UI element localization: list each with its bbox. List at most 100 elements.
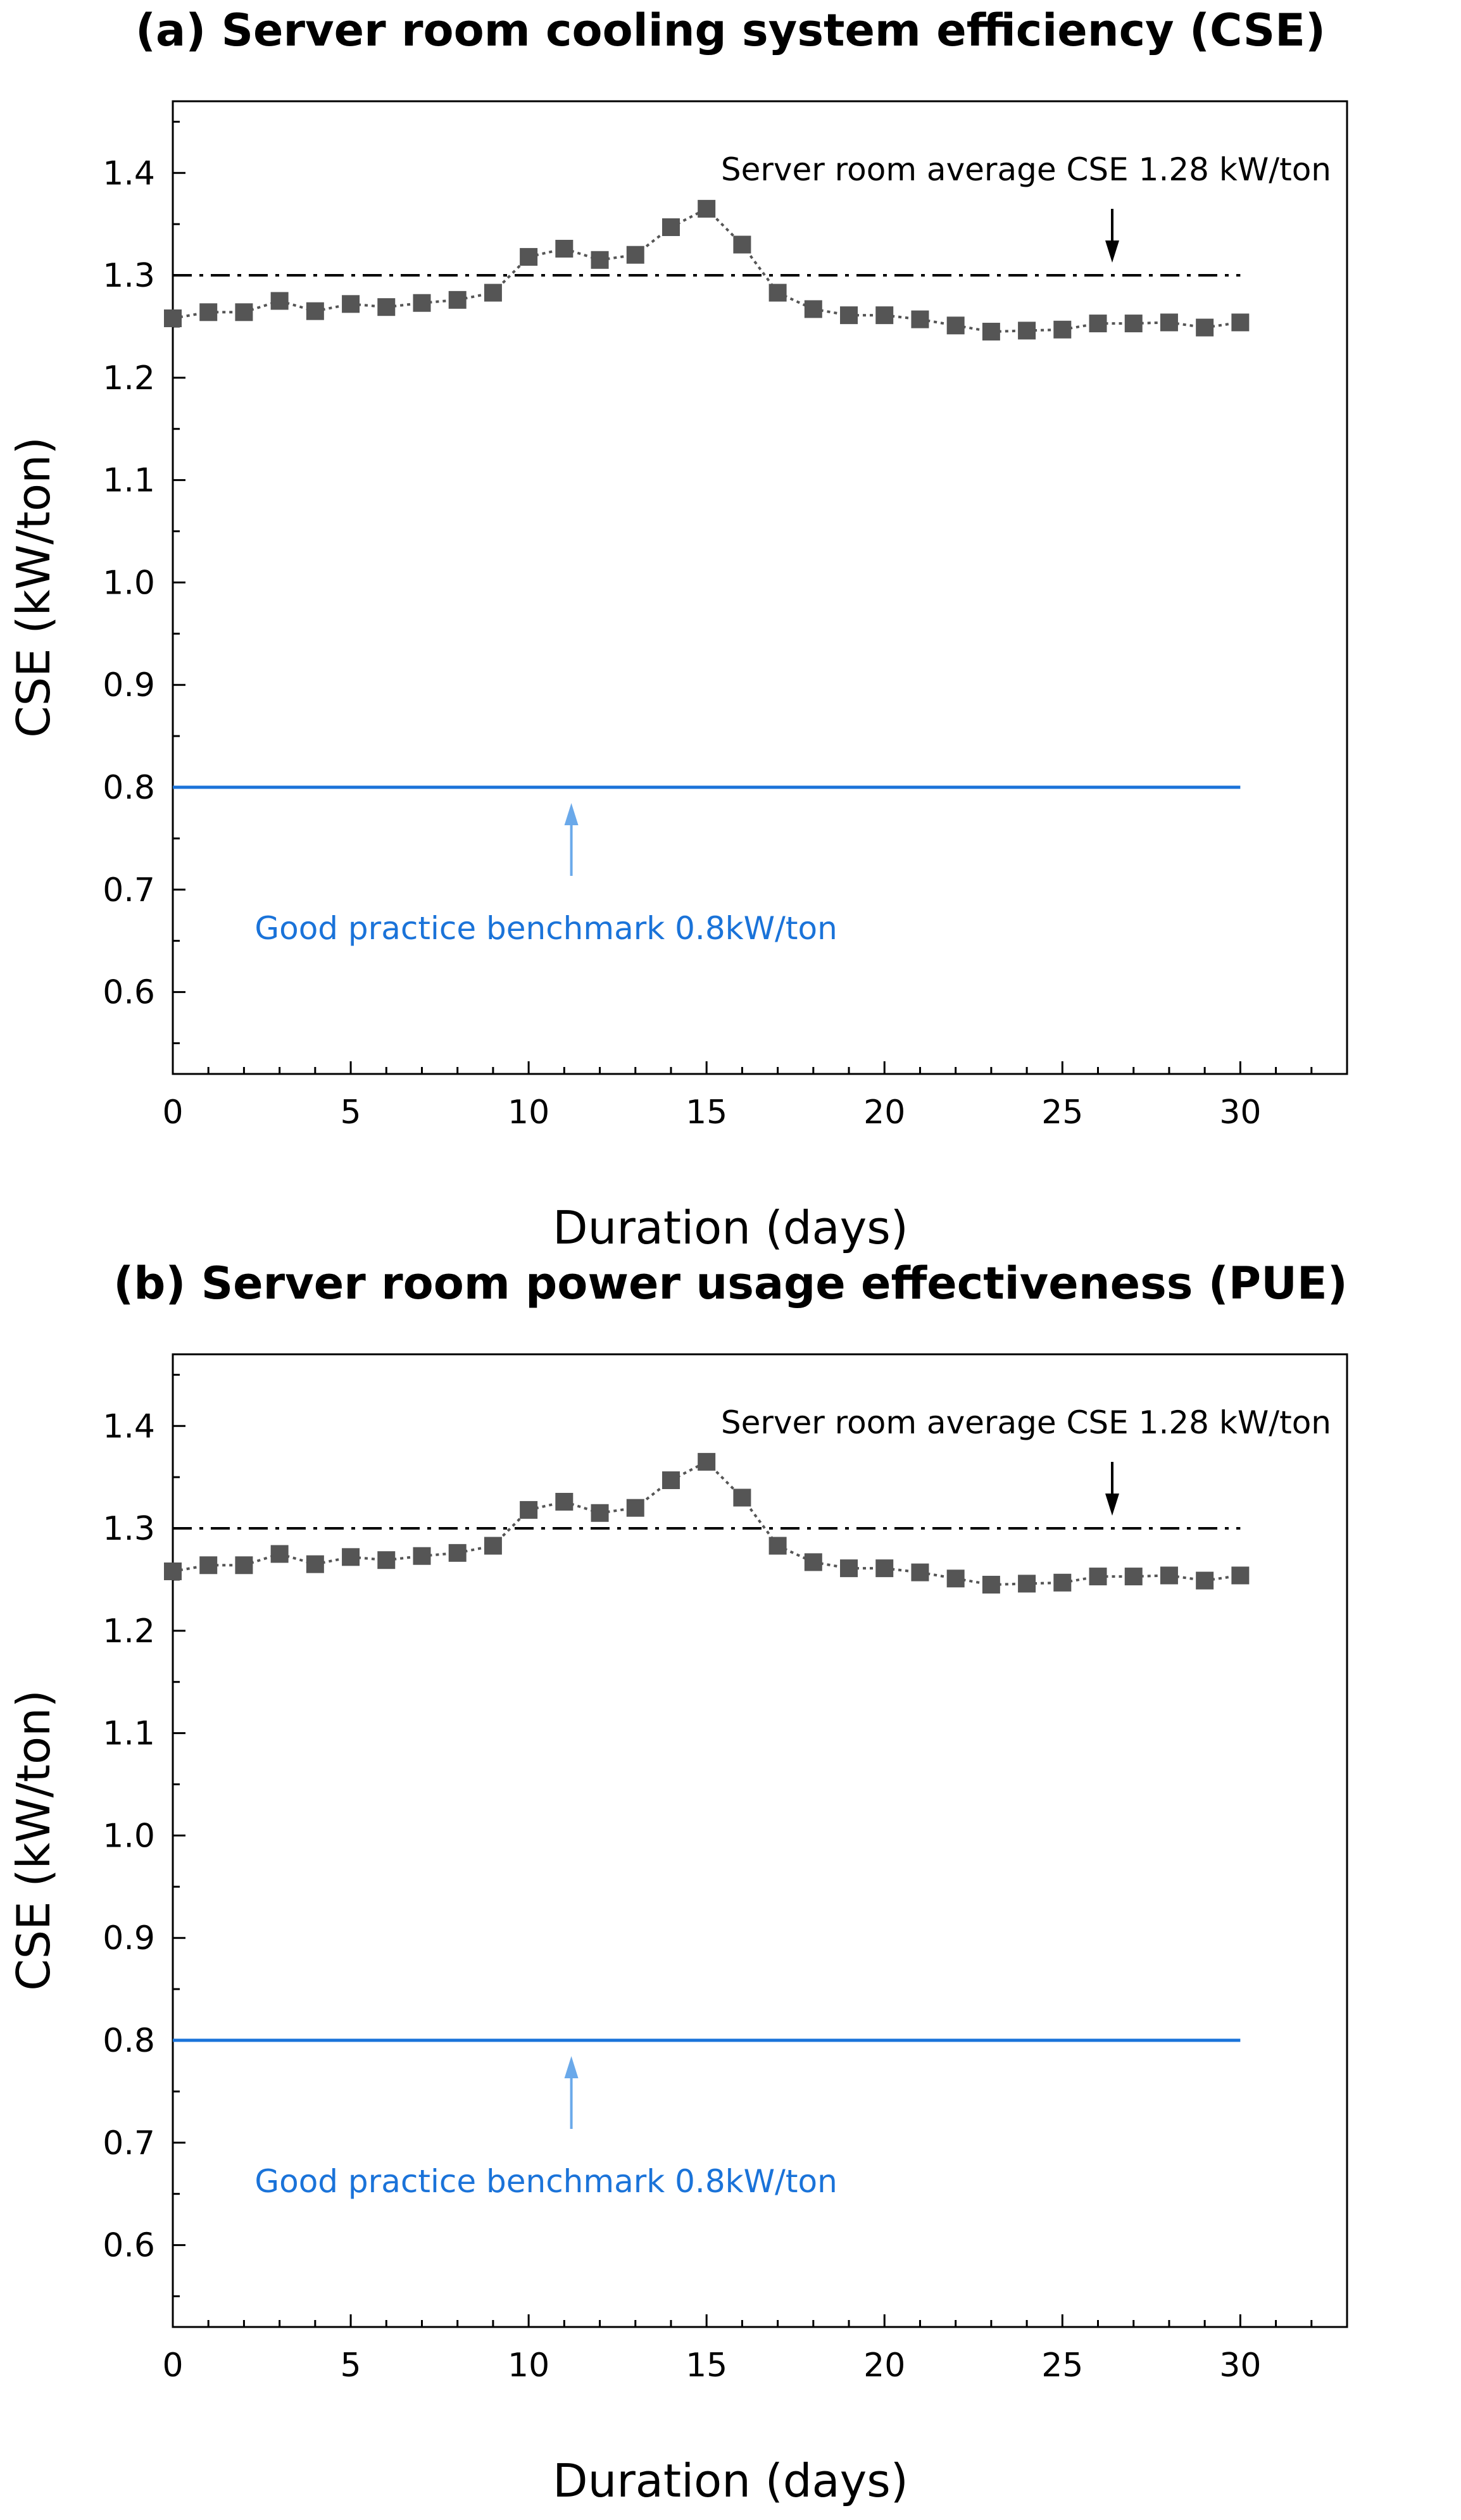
chart-title-b: (b) Server room power usage effectivenes… bbox=[113, 1257, 1347, 1309]
y-tick-label: 0.7 bbox=[103, 2124, 155, 2162]
data-point bbox=[1231, 313, 1250, 332]
data-point bbox=[448, 1544, 467, 1562]
data-point bbox=[946, 1569, 965, 1588]
data-point bbox=[698, 199, 716, 218]
y-tick-label: 1.4 bbox=[103, 154, 155, 192]
data-point bbox=[840, 1559, 858, 1578]
chart-panel-b: (b) Server room power usage effectivenes… bbox=[7, 1257, 1348, 2507]
data-point bbox=[164, 309, 182, 327]
data-point bbox=[413, 1547, 431, 1565]
data-point bbox=[520, 1500, 538, 1519]
data-point bbox=[235, 1556, 253, 1575]
data-point bbox=[733, 235, 751, 254]
chart-title-a: (a) Server room cooling system efficienc… bbox=[135, 4, 1326, 56]
x-tick-label: 0 bbox=[162, 2347, 183, 2385]
chart-panel-a: (a) Server room cooling system efficienc… bbox=[7, 4, 1348, 1254]
y-axis-title-b: CSE (kW/ton) bbox=[7, 1690, 60, 1991]
data-point bbox=[520, 247, 538, 266]
y-tick-label: 1.3 bbox=[103, 257, 155, 295]
data-point bbox=[662, 218, 680, 237]
x-tick-label: 5 bbox=[341, 2347, 361, 2385]
x-tick-label: 15 bbox=[686, 2347, 727, 2385]
data-point bbox=[1053, 320, 1072, 339]
series-markers-a bbox=[164, 199, 1250, 341]
data-point bbox=[804, 300, 822, 318]
x-axis-title-b: Duration (days) bbox=[553, 2454, 908, 2507]
data-point bbox=[342, 1548, 360, 1566]
series-markers-b bbox=[164, 1452, 1250, 1594]
data-point bbox=[1089, 315, 1107, 333]
data-point bbox=[306, 302, 324, 320]
data-point bbox=[555, 239, 574, 258]
x-tick-label: 20 bbox=[863, 2347, 905, 2385]
series-connector-b bbox=[172, 1461, 1241, 1587]
y-tick-label: 1.4 bbox=[103, 1407, 155, 1445]
average-arrow-icon-a bbox=[1105, 209, 1119, 263]
data-point bbox=[448, 290, 467, 309]
x-tick-label: 5 bbox=[341, 1094, 361, 1132]
x-axis-b: 0 5 10 15 20 25 30 bbox=[162, 2314, 1348, 2385]
average-annotation-b: Server room average CSE 1.28 kW/ton bbox=[721, 1404, 1331, 1441]
data-point bbox=[1124, 315, 1143, 333]
data-point bbox=[199, 1556, 218, 1575]
data-point bbox=[804, 1553, 822, 1571]
series-connector-a bbox=[172, 208, 1241, 334]
plot-frame-b bbox=[172, 1353, 1348, 2328]
data-point bbox=[768, 1537, 787, 1555]
data-point bbox=[1160, 313, 1178, 332]
x-tick-label: 15 bbox=[686, 1094, 727, 1132]
y-tick-label: 0.7 bbox=[103, 871, 155, 909]
data-point bbox=[911, 310, 929, 328]
data-point bbox=[626, 246, 644, 264]
y-tick-label: 1.1 bbox=[103, 1715, 155, 1753]
data-point bbox=[662, 1471, 680, 1490]
y-tick-label: 0.9 bbox=[103, 666, 155, 704]
y-axis-a: 0.6 0.7 0.8 0.9 1.0 1.1 1.2 1.3 1.4 bbox=[103, 120, 185, 1044]
data-point bbox=[1124, 1568, 1143, 1586]
plot-frame-a bbox=[172, 100, 1348, 1075]
x-tick-label: 0 bbox=[162, 1094, 183, 1132]
data-point bbox=[1053, 1573, 1072, 1592]
data-point bbox=[698, 1452, 716, 1471]
data-point bbox=[484, 284, 502, 302]
data-point bbox=[199, 303, 218, 321]
data-point bbox=[982, 1576, 1000, 1594]
y-tick-label: 0.8 bbox=[103, 769, 155, 807]
x-axis-title-a: Duration (days) bbox=[553, 1201, 908, 1254]
data-point bbox=[1196, 318, 1214, 337]
y-tick-label: 0.8 bbox=[103, 2022, 155, 2060]
y-tick-label: 0.6 bbox=[103, 2227, 155, 2265]
data-point bbox=[591, 1504, 609, 1522]
data-point bbox=[235, 303, 253, 321]
data-point bbox=[484, 1537, 502, 1555]
y-tick-label: 1.3 bbox=[103, 1510, 155, 1548]
x-axis-a: 0 5 10 15 20 25 30 bbox=[162, 1061, 1348, 1132]
x-tick-label: 25 bbox=[1041, 2347, 1083, 2385]
data-point bbox=[342, 295, 360, 313]
x-tick-label: 10 bbox=[508, 1094, 549, 1132]
benchmark-annotation-b: Good practice benchmark 0.8kW/ton bbox=[254, 2163, 837, 2200]
y-axis-b: 0.6 0.7 0.8 0.9 1.0 1.1 1.2 1.3 1.4 bbox=[103, 1373, 185, 2297]
data-point bbox=[377, 298, 396, 316]
data-point bbox=[270, 1545, 289, 1563]
x-tick-label: 25 bbox=[1041, 1094, 1083, 1132]
data-point bbox=[875, 306, 894, 325]
data-point bbox=[1196, 1571, 1214, 1590]
y-tick-label: 1.0 bbox=[103, 1817, 155, 1855]
data-point bbox=[555, 1492, 574, 1511]
data-point bbox=[946, 316, 965, 335]
y-tick-label: 0.6 bbox=[103, 974, 155, 1012]
data-point bbox=[1231, 1566, 1250, 1585]
data-point bbox=[591, 251, 609, 269]
benchmark-arrow-icon-a bbox=[564, 802, 579, 876]
data-point bbox=[270, 292, 289, 310]
x-tick-label: 30 bbox=[1219, 1094, 1261, 1132]
y-axis-title-a: CSE (kW/ton) bbox=[7, 437, 60, 738]
data-point bbox=[164, 1562, 182, 1580]
average-arrow-icon-b bbox=[1105, 1462, 1119, 1516]
data-point bbox=[733, 1488, 751, 1507]
data-point bbox=[911, 1563, 929, 1581]
benchmark-arrow-icon-b bbox=[564, 2055, 579, 2129]
data-point bbox=[1089, 1568, 1107, 1586]
data-point bbox=[626, 1499, 644, 1517]
